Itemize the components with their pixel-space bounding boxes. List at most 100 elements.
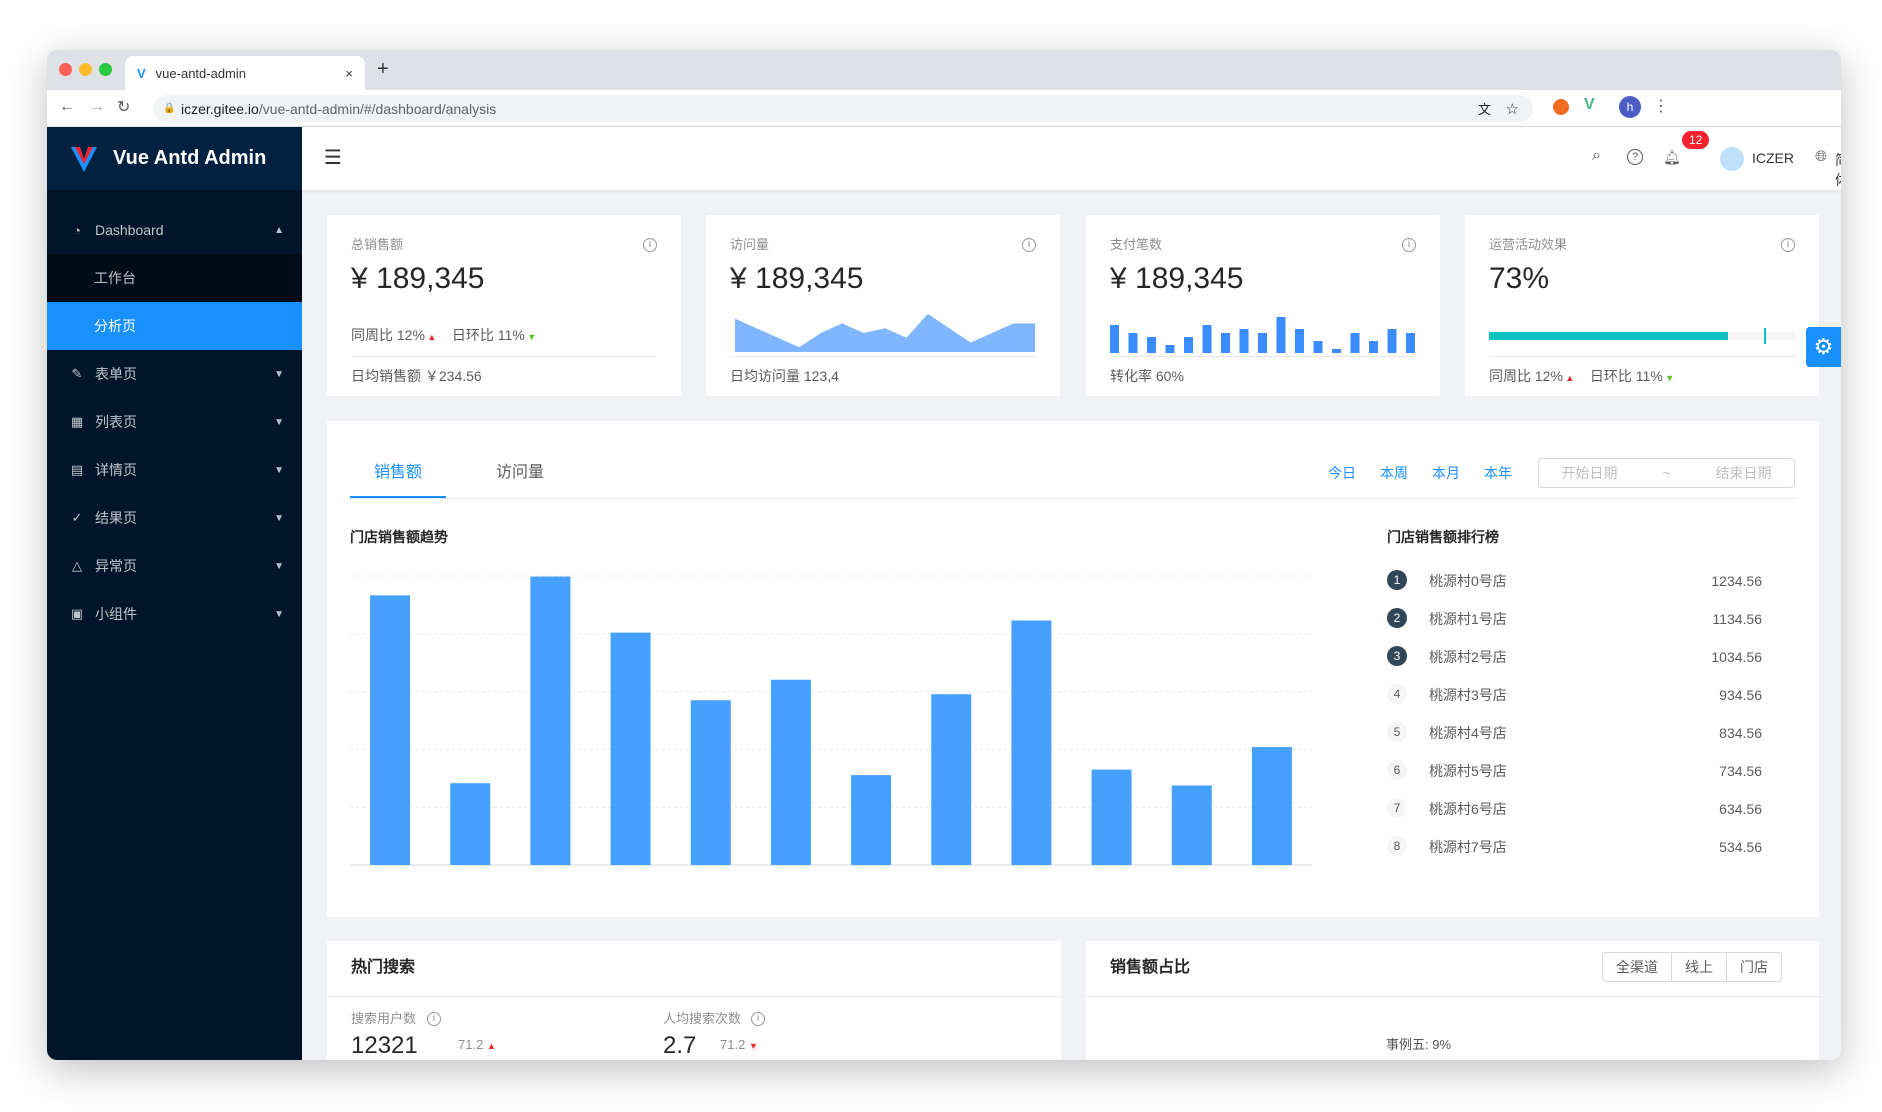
channel-option-2[interactable]: 门店: [1726, 953, 1781, 981]
mini-bar: [1406, 333, 1415, 353]
info-icon[interactable]: i: [1781, 238, 1795, 252]
sidebar-item-7[interactable]: △ 异常页 ▼: [47, 546, 302, 586]
sidebar-item-0[interactable]: ◔ Dashboard ▲: [47, 210, 302, 250]
mini-bar: [1184, 337, 1193, 353]
sidebar-item-6[interactable]: ✓ 结果页 ▼: [47, 498, 302, 538]
channel-option-1[interactable]: 线上: [1671, 953, 1726, 981]
bar-1: [450, 783, 491, 865]
mini-bar: [1147, 337, 1156, 353]
range-buttons: 今日 本周 本月 本年: [1328, 464, 1536, 482]
close-tab-icon[interactable]: ×: [345, 65, 353, 81]
mini-bar: [1110, 325, 1119, 353]
sidebar-item-2[interactable]: 分析页: [47, 302, 302, 350]
visits-area-chart: [735, 313, 1035, 352]
star-icon[interactable]: ☆: [1505, 100, 1519, 118]
card-value: ¥ 189,345: [1110, 262, 1244, 295]
info-icon[interactable]: i: [427, 1012, 441, 1026]
bar-9: [1091, 769, 1132, 865]
translate-icon[interactable]: 文: [1477, 102, 1491, 117]
chevron-down-icon: ▼: [274, 512, 284, 524]
sidebar-item-label: 列表页: [95, 414, 137, 430]
form-icon: ✎: [71, 366, 83, 381]
sidebar-item-label: 结果页: [95, 510, 137, 526]
start-date-input[interactable]: 开始日期: [1561, 465, 1618, 481]
range-3[interactable]: 本年: [1484, 465, 1512, 481]
minimize-window-button[interactable]: [79, 63, 92, 76]
forward-icon[interactable]: →: [89, 98, 105, 115]
store-name: 桃源村2号店: [1429, 649, 1507, 665]
sidebar-item-8[interactable]: ▣ 小组件 ▼: [47, 594, 302, 634]
close-window-button[interactable]: [59, 63, 72, 76]
store-sales: 634.56: [1719, 801, 1762, 817]
url-host: iczer.gitee.io: [181, 100, 259, 117]
store-sales: 1034.56: [1711, 649, 1762, 665]
profile-avatar[interactable]: h: [1619, 96, 1641, 118]
brand[interactable]: Vue Antd Admin: [47, 127, 302, 190]
new-tab-button[interactable]: +: [377, 58, 389, 80]
browser-tab-bar: V vue-antd-admin × +: [47, 50, 1841, 90]
sales-share-card: 销售额占比 全渠道 线上 门店 事例五: 9%: [1086, 941, 1819, 1060]
lock-icon: 🔒: [163, 103, 176, 114]
brand-name: Vue Antd Admin: [113, 147, 267, 169]
search-users-value: 12321: [351, 1032, 418, 1059]
store-name: 桃源村5号店: [1429, 763, 1507, 779]
back-icon[interactable]: ←: [59, 98, 75, 115]
range-0[interactable]: 今日: [1328, 465, 1356, 481]
channel-option-0[interactable]: 全渠道: [1616, 959, 1658, 975]
globe-icon[interactable]: 🌐︎: [1815, 148, 1828, 165]
card-title: 支付笔数: [1110, 237, 1163, 252]
ranking-item: 5 桃源村4号店 834.56: [1387, 722, 1768, 744]
maximize-window-button[interactable]: [99, 63, 112, 76]
check-circle-icon: ✓: [71, 510, 83, 525]
reload-icon[interactable]: ↻: [117, 99, 131, 116]
tab-0[interactable]: 销售额: [350, 463, 446, 498]
end-date-input[interactable]: 结束日期: [1715, 465, 1772, 481]
info-icon[interactable]: i: [1022, 238, 1036, 252]
bell-icon[interactable]: 🔔︎: [1663, 149, 1681, 165]
store-sales: 1234.56: [1711, 573, 1762, 589]
mini-bar: [1221, 333, 1230, 353]
progress-target-marker: [1764, 328, 1767, 344]
sidebar-item-5[interactable]: ▤ 详情页 ▼: [47, 450, 302, 490]
store-name: 桃源村0号店: [1429, 573, 1507, 589]
menu-fold-icon[interactable]: ☰: [324, 147, 342, 169]
url-input[interactable]: 🔒 iczer.gitee.io/vue-antd-admin/#/dashbo…: [153, 95, 1533, 122]
chart-title: 门店销售额趋势: [350, 529, 448, 545]
bar-0: [370, 595, 411, 865]
info-icon[interactable]: i: [751, 1012, 765, 1026]
user-name[interactable]: ICZER: [1752, 150, 1794, 166]
sidebar-item-3[interactable]: ✎ 表单页 ▼: [47, 354, 302, 394]
progress-bar: [1489, 328, 1795, 344]
date-range-picker[interactable]: 开始日期 ~ 结束日期: [1538, 458, 1795, 488]
info-icon[interactable]: i: [643, 238, 657, 252]
stat-card-3: 运营活动效果 i 73% 同周比 12% ▲ 日环比 11% ▼: [1465, 215, 1819, 396]
search-icon[interactable]: ⌕: [1592, 147, 1601, 164]
range-2[interactable]: 本月: [1432, 465, 1460, 481]
table-icon: ▦: [70, 414, 84, 429]
sidebar-item-4[interactable]: ▦ 列表页 ▼: [47, 402, 302, 442]
chevron-up-icon: ▲: [274, 224, 284, 236]
card-footer: 转化率 60%: [1110, 368, 1184, 384]
extension-icon[interactable]: [1553, 99, 1569, 115]
vue-devtools-icon[interactable]: V: [1584, 96, 1595, 113]
per-capita-search-value: 2.7: [663, 1032, 697, 1059]
more-icon[interactable]: ⋮: [1653, 98, 1669, 115]
notice-badge: 12: [1682, 131, 1710, 149]
info-icon[interactable]: i: [1402, 238, 1416, 252]
ranking-item: 1 桃源村0号店 1234.56: [1387, 570, 1768, 592]
settings-gear-button[interactable]: ⚙: [1806, 327, 1841, 367]
tab-1[interactable]: 访问量: [495, 464, 544, 481]
rank-badge: 4: [1387, 684, 1407, 704]
range-1[interactable]: 本周: [1380, 465, 1408, 481]
language-select[interactable]: 简体: [1835, 150, 1841, 190]
card-trends: 同周比 12% ▲ 日环比 11% ▼: [1489, 368, 1675, 384]
bar-7: [931, 694, 972, 865]
rank-badge: 8: [1387, 836, 1407, 856]
pie-label: 事例五: 9%: [1386, 1037, 1452, 1052]
sidebar-item-1[interactable]: 工作台: [47, 254, 302, 302]
per-capita-search-label: 人均搜索次数: [663, 1011, 742, 1026]
area-series: [735, 313, 1035, 352]
user-avatar[interactable]: [1720, 147, 1744, 171]
help-icon[interactable]: ?: [1627, 149, 1643, 165]
browser-tab[interactable]: V vue-antd-admin ×: [125, 56, 365, 90]
